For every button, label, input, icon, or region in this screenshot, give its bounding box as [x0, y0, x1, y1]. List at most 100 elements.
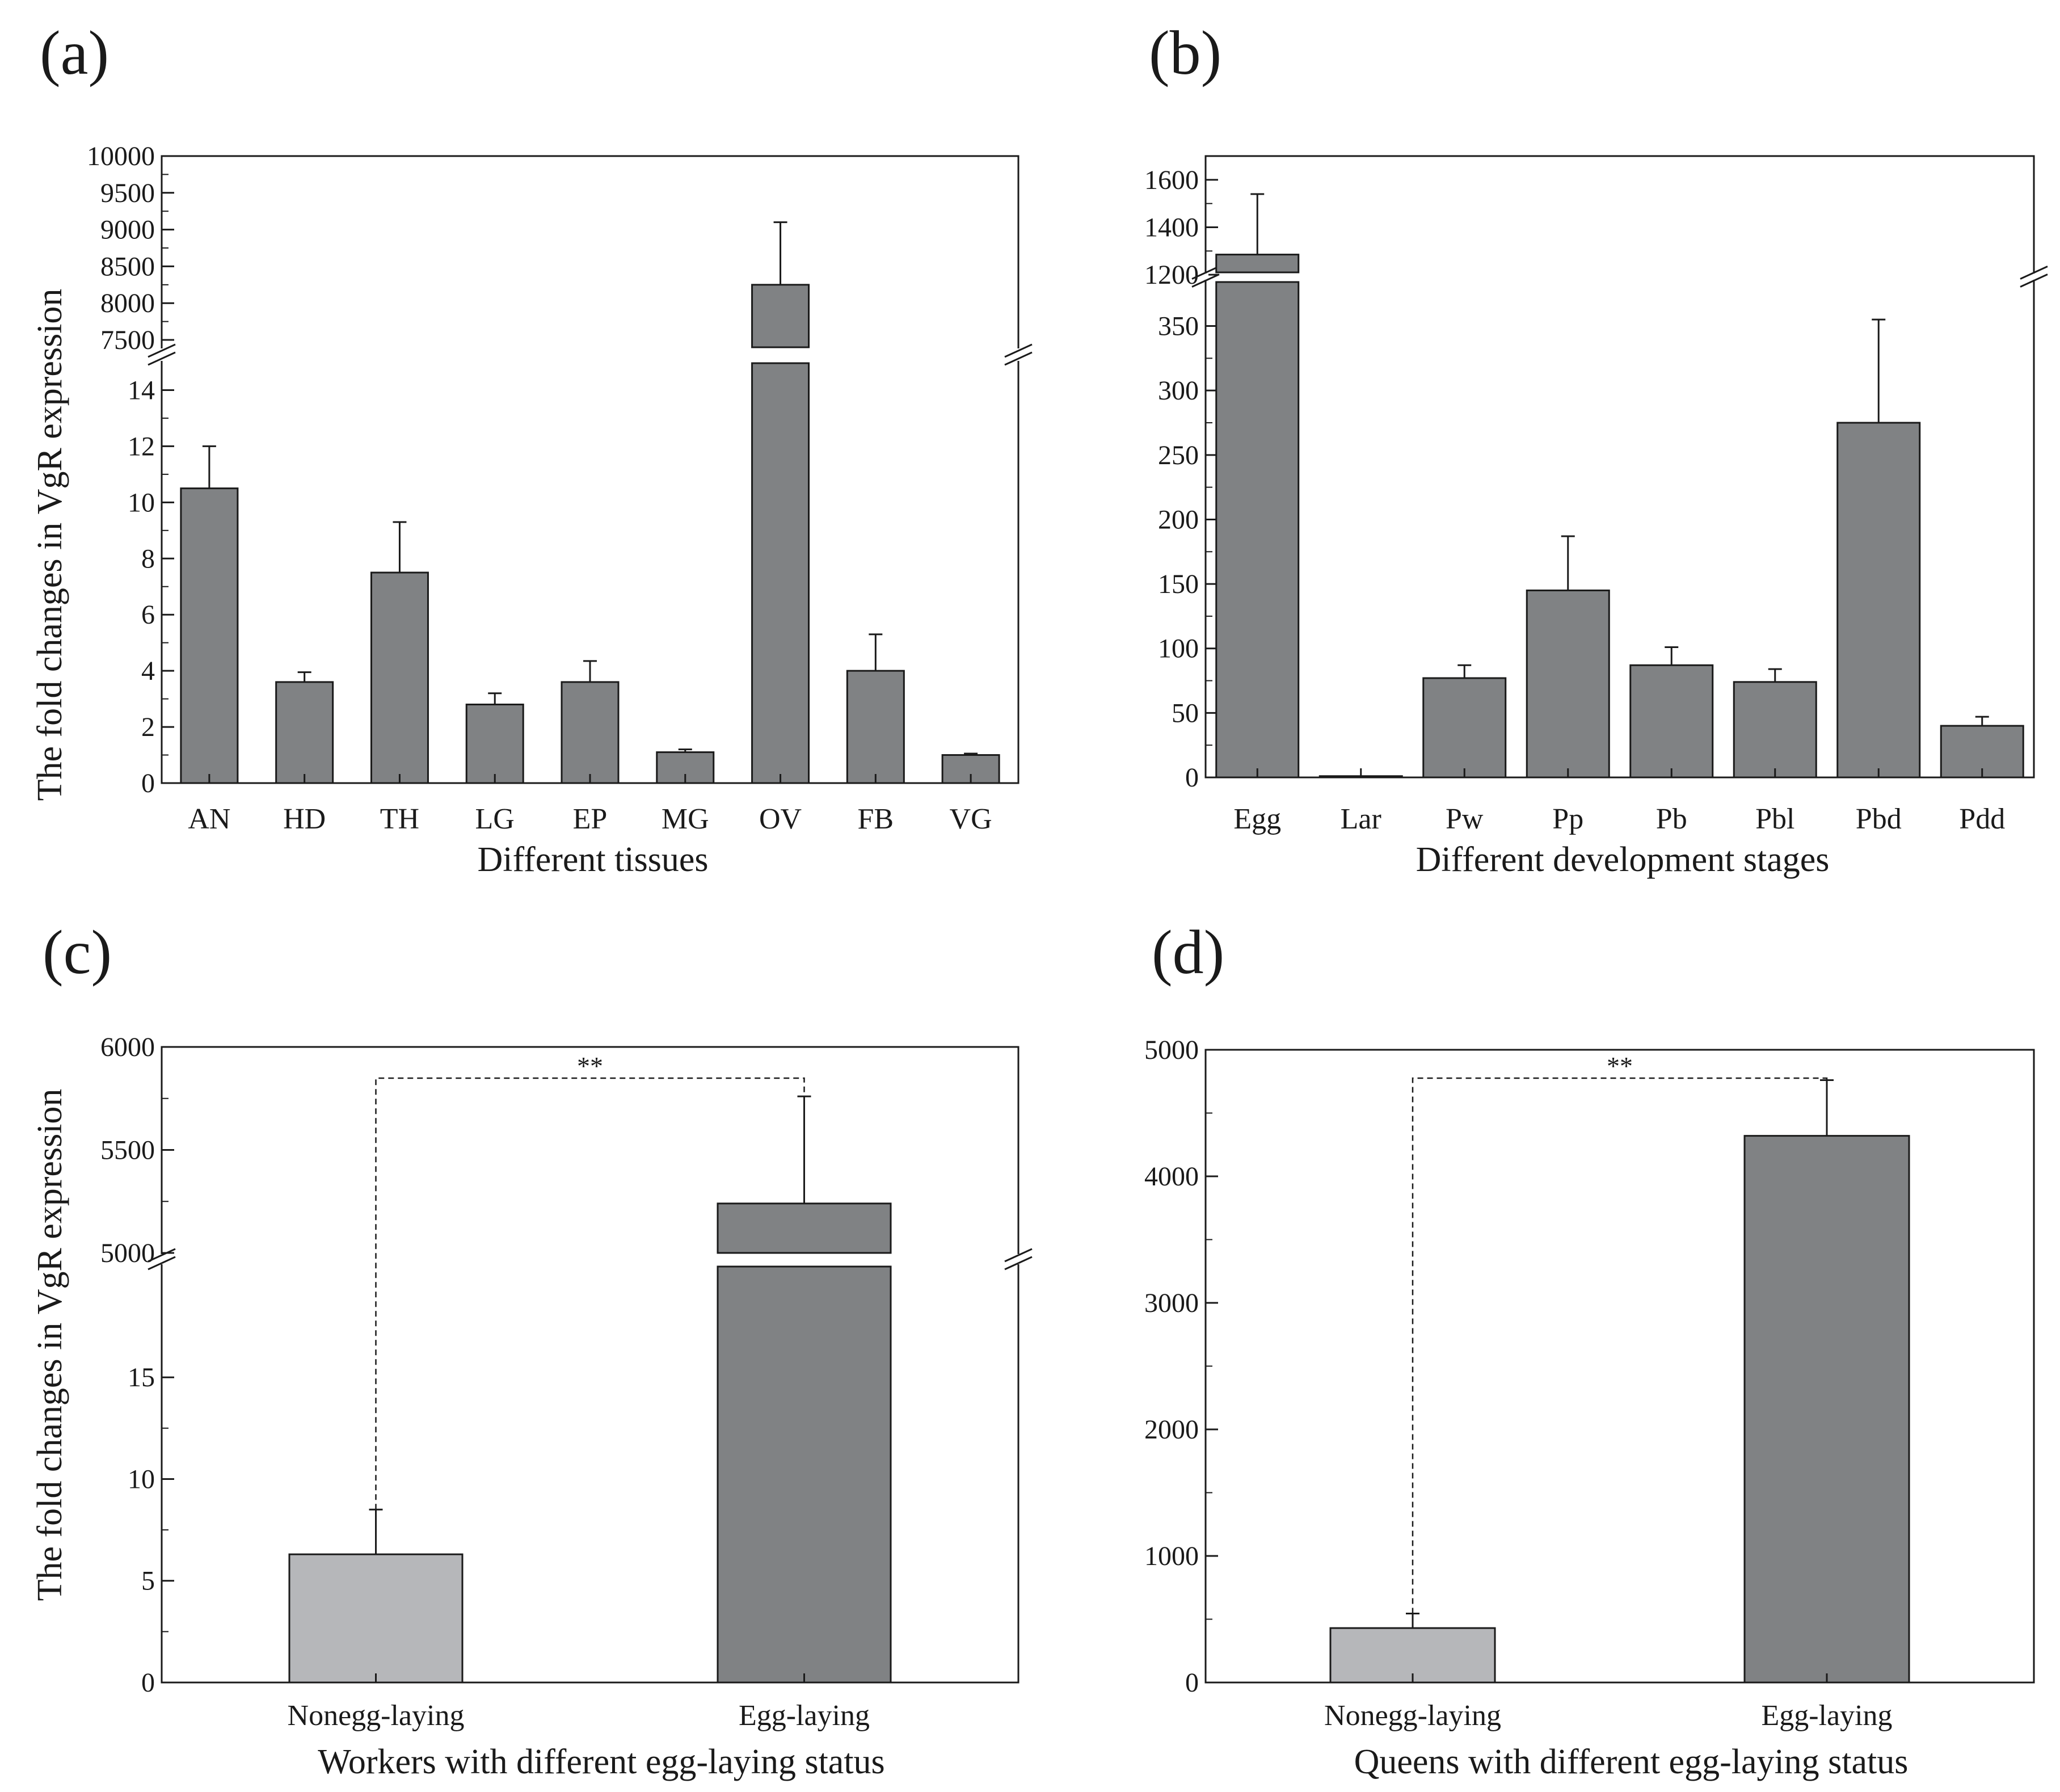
axis-break-slash	[148, 343, 176, 358]
bar-upper-part	[1215, 254, 1300, 274]
y-tick-label: 8500	[100, 251, 155, 281]
x-tick-label: Nonegg-laying	[1324, 1700, 1501, 1732]
y-tick-label: 300	[1158, 376, 1199, 406]
panel-a: (a) 0 2 4 6 8 10 12 14 7500 8000 8500 9000 9500 10000…	[31, 18, 1033, 879]
x-axis-label: Workers with different egg-laying status	[318, 1743, 884, 1781]
panel-c: (c) 0 5 10 15 5000 5500 6000 Nonegg-laying Egg-l…	[31, 918, 1033, 1781]
x-tick-label: Egg-laying	[1761, 1700, 1892, 1732]
x-axis-label: Different tissues	[478, 840, 709, 879]
y-tick-label: 3000	[1144, 1288, 1199, 1318]
y-tick-label: 100	[1158, 634, 1199, 664]
y-tick-label: 0	[1185, 1668, 1199, 1698]
axis-break-slash	[2020, 274, 2048, 288]
x-tick-label: Pbl	[1755, 803, 1794, 835]
x-tick-label: Pdd	[1959, 803, 2005, 835]
axis-break-slash	[1004, 343, 1033, 358]
y-tick-label: 6000	[100, 1032, 155, 1062]
y-tick-label: 7500	[100, 325, 155, 355]
y-tick-label: 5000	[1144, 1035, 1199, 1065]
y-tick-label: 0	[1185, 763, 1199, 793]
bar	[1215, 281, 1300, 779]
y-tick-label: 1000	[1144, 1541, 1199, 1571]
y-tick-label: 12	[128, 431, 155, 461]
y-tick-label: 4	[141, 656, 155, 686]
x-tick-label: MG	[662, 803, 709, 835]
x-tick-label: Pp	[1552, 803, 1583, 835]
y-tick-label: 8	[141, 544, 155, 574]
axis-break-gap	[1203, 274, 1208, 280]
bar	[751, 362, 810, 784]
y-axis-label: The fold changes in VgR expression	[31, 289, 69, 801]
y-tick-label: 10000	[87, 141, 155, 171]
axis-break-gap	[2031, 274, 2037, 280]
y-tick-label: 8000	[100, 288, 155, 318]
axis-break-slash	[1191, 274, 1220, 288]
panel-label: (d)	[1152, 918, 1224, 987]
bar	[370, 571, 429, 784]
axis-break-slash	[1004, 1256, 1033, 1271]
bar	[1629, 664, 1714, 779]
y-tick-label: 350	[1158, 312, 1199, 342]
x-axis-label: Different development stages	[1416, 840, 1830, 879]
axis-break-gap	[159, 348, 165, 361]
y-tick-label: 0	[141, 1668, 155, 1698]
x-tick-label: Pw	[1446, 803, 1484, 835]
axis-break-slash	[2020, 266, 2048, 280]
y-tick-label: 4000	[1144, 1162, 1199, 1192]
y-tick-label: 50	[1172, 698, 1199, 728]
x-axis-label: Queens with different egg-laying status	[1354, 1743, 1909, 1781]
y-tick-label: 5500	[100, 1135, 155, 1166]
axis-break-slash	[148, 1256, 176, 1271]
plot-frame	[1204, 155, 2035, 779]
bar	[1743, 1135, 1910, 1684]
y-tick-label: 5000	[100, 1238, 155, 1268]
bar-upper-part	[751, 284, 810, 348]
y-axis-label: The fold changes in VgR expression	[31, 1089, 69, 1601]
axis-break-gap	[1016, 1254, 1021, 1264]
panel-d: (d) 0 1000 2000 3000 4000 5000 Nonegg-laying Eg…	[1144, 918, 2035, 1781]
bar	[1422, 677, 1507, 779]
x-tick-label: Egg-laying	[739, 1700, 870, 1732]
y-tick-label: 6	[141, 600, 155, 630]
y-tick-label: 150	[1158, 569, 1199, 599]
x-tick-label: LG	[475, 803, 515, 835]
panel-label: (a)	[40, 18, 109, 87]
panel-label: (b)	[1149, 18, 1221, 87]
significance-marker: **	[577, 1051, 603, 1080]
x-tick-label: VG	[950, 803, 992, 835]
y-tick-label: 1200	[1144, 260, 1199, 290]
x-tick-label: OV	[759, 803, 802, 835]
axis-break-slash	[148, 1248, 176, 1263]
x-tick-label: HD	[283, 803, 326, 835]
bar	[180, 487, 239, 784]
significance-bracket	[1412, 1077, 1828, 1614]
bar	[1836, 422, 1921, 779]
significance-bracket	[375, 1077, 805, 1510]
x-tick-label: Nonegg-laying	[288, 1700, 465, 1732]
axis-break-slash	[1191, 266, 1220, 280]
plot-frame	[161, 1046, 1020, 1684]
y-tick-label: 2	[141, 712, 155, 742]
axis-break-slash	[1004, 1248, 1033, 1263]
bar	[1526, 589, 1610, 779]
bar	[561, 681, 620, 784]
bar	[465, 703, 524, 784]
y-tick-label: 5	[141, 1566, 155, 1596]
y-tick-label: 1400	[1144, 213, 1199, 243]
x-tick-label: Lar	[1341, 803, 1381, 835]
x-tick-label: Pb	[1656, 803, 1687, 835]
y-tick-label: 14	[128, 375, 155, 405]
y-tick-label: 2000	[1144, 1415, 1199, 1445]
bar	[275, 681, 334, 784]
y-tick-label: 9500	[100, 178, 155, 208]
axis-break-gap	[1016, 348, 1021, 361]
bar	[717, 1265, 892, 1684]
panel-b: (b) 0 50 100 150 200 250 300 350 1200 1400 1600 Egg…	[1144, 18, 2048, 879]
x-tick-label: Egg	[1233, 803, 1281, 835]
axis-break-slash	[1004, 351, 1033, 366]
bar-upper-part	[717, 1202, 892, 1254]
bar	[656, 751, 715, 784]
axis-break-slash	[148, 351, 176, 366]
y-tick-label: 10	[128, 487, 155, 518]
